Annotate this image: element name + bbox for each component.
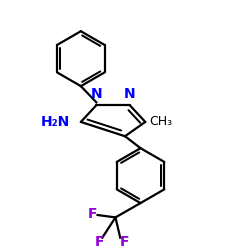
Text: N: N <box>124 87 136 101</box>
Text: CH₃: CH₃ <box>149 116 172 128</box>
Text: N: N <box>90 87 102 101</box>
Text: H₂N: H₂N <box>41 115 70 129</box>
Text: F: F <box>95 235 105 249</box>
Text: F: F <box>88 207 97 221</box>
Text: F: F <box>120 235 129 249</box>
